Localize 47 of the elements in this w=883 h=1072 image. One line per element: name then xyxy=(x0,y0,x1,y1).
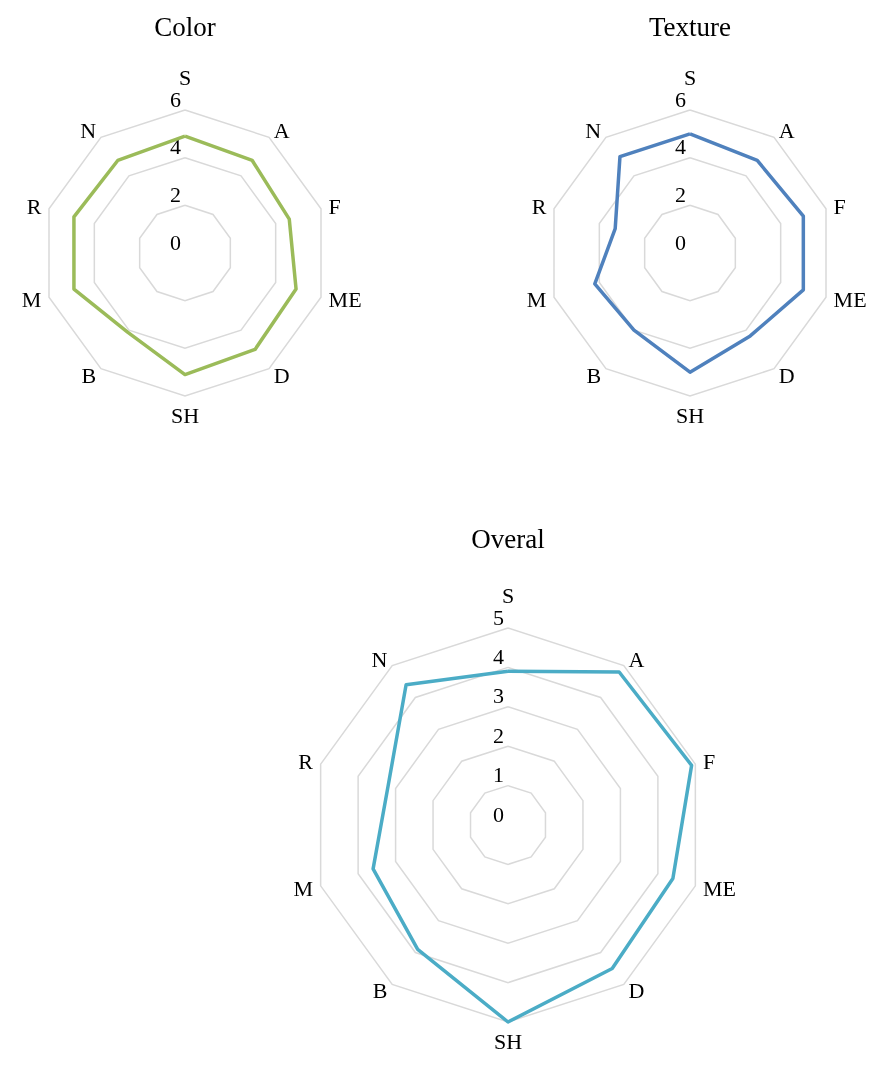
spoke-label: D xyxy=(778,362,795,388)
spoke-label: M xyxy=(21,287,42,313)
spoke-label: R xyxy=(26,193,42,219)
chart-title: Overal xyxy=(471,523,545,554)
spoke-label: B xyxy=(81,362,97,388)
spoke-label: S xyxy=(178,64,192,90)
y-tick-label: 5 xyxy=(493,604,504,630)
spoke-label: A xyxy=(273,118,290,144)
spoke-label: R xyxy=(531,193,547,219)
spoke-label: F xyxy=(328,193,341,219)
y-tick-label: 0 xyxy=(493,801,504,827)
y-tick-label: 2 xyxy=(675,181,686,207)
spoke-label: A xyxy=(778,118,795,144)
spoke-label: B xyxy=(586,362,602,388)
y-tick-label: 0 xyxy=(675,229,686,255)
spoke-label: A xyxy=(628,646,645,672)
y-tick-label: 1 xyxy=(493,762,504,788)
y-tick-label: 4 xyxy=(675,134,686,160)
spoke-label: D xyxy=(628,978,645,1004)
spoke-label: N xyxy=(80,118,97,144)
y-tick-label: 4 xyxy=(170,134,181,160)
spoke-label: R xyxy=(298,749,314,775)
y-tick-label: 2 xyxy=(493,722,504,748)
chart-title: Texture xyxy=(648,11,732,42)
spoke-label: SH xyxy=(170,402,200,428)
y-tick-label: 6 xyxy=(675,86,686,112)
spoke-label: SH xyxy=(493,1028,523,1054)
chart-title: Color xyxy=(154,11,216,42)
spoke-label: M xyxy=(526,287,547,313)
spoke-label: S xyxy=(501,582,515,608)
y-tick-label: 0 xyxy=(170,229,181,255)
spoke-label: D xyxy=(273,362,290,388)
spoke-label: ME xyxy=(833,287,867,313)
spoke-label: ME xyxy=(702,875,736,901)
spoke-label: ME xyxy=(328,287,362,313)
y-tick-label: 2 xyxy=(170,181,181,207)
spoke-label: N xyxy=(371,646,388,672)
y-tick-label: 3 xyxy=(493,683,504,709)
y-tick-label: 4 xyxy=(493,643,504,669)
spoke-label: SH xyxy=(675,402,705,428)
spoke-label: F xyxy=(702,749,716,775)
spoke-label: B xyxy=(372,978,388,1004)
spoke-label: M xyxy=(293,875,314,901)
spoke-label: F xyxy=(833,193,846,219)
spoke-label: S xyxy=(683,64,697,90)
y-tick-label: 6 xyxy=(170,86,181,112)
spoke-label: N xyxy=(585,118,602,144)
